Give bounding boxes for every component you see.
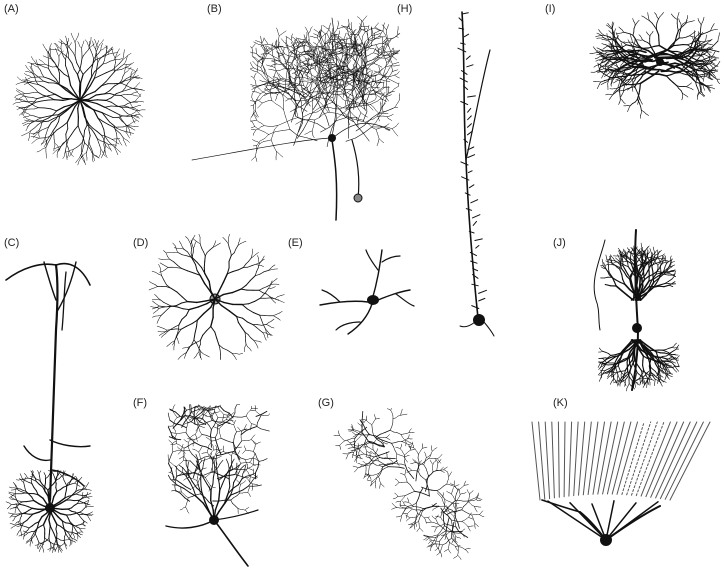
panel-label-c: (C) — [4, 237, 19, 249]
soma-h — [473, 314, 485, 326]
neuron-e-drawing — [319, 249, 415, 335]
panel-label-h: (H) — [397, 3, 412, 15]
panel-label-d: (D) — [133, 237, 148, 249]
neuron-c-drawing — [5, 261, 94, 553]
panel-label-k: (K) — [553, 397, 568, 409]
neuron-g-drawing — [333, 408, 485, 560]
panel-label-f: (F) — [133, 397, 147, 409]
neuron-k-drawing — [531, 421, 711, 546]
neuron-f-drawing — [165, 404, 270, 567]
panel-label-a: (A) — [4, 3, 19, 15]
panel-label-j: (J) — [553, 237, 566, 249]
soma-b2 — [353, 193, 363, 203]
panel-label-e: (E) — [288, 237, 303, 249]
neuron-j-drawing — [593, 229, 680, 392]
neuron-b-drawing — [191, 15, 401, 221]
soma-e — [367, 295, 379, 305]
soma-b — [328, 134, 336, 142]
panel-label-i: (I) — [545, 3, 555, 15]
neuron-d-drawing — [148, 233, 285, 360]
neuron-i-drawing — [589, 12, 721, 119]
neuron-h-drawing — [457, 11, 495, 337]
neuron-a-drawing — [12, 32, 146, 166]
panel-label-g: (G) — [318, 397, 334, 409]
soma-j — [632, 323, 642, 333]
panel-label-b: (B) — [207, 3, 222, 15]
